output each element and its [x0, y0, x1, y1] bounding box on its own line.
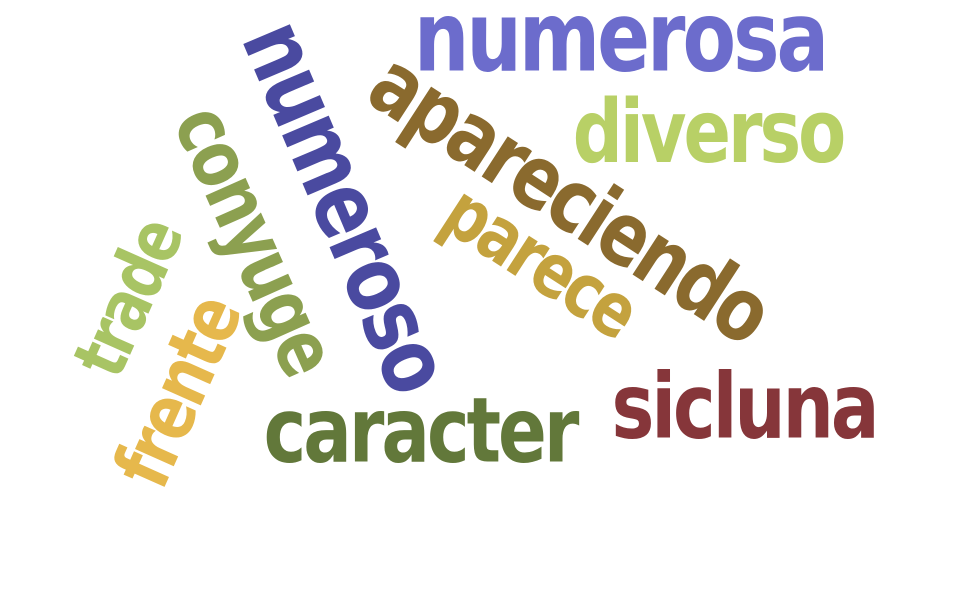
word-sicluna: sicluna	[611, 353, 880, 459]
word-diverso: diverso	[572, 80, 846, 184]
word-numerosa: numerosa	[413, 0, 829, 95]
word-caracter: caracter	[263, 377, 580, 483]
